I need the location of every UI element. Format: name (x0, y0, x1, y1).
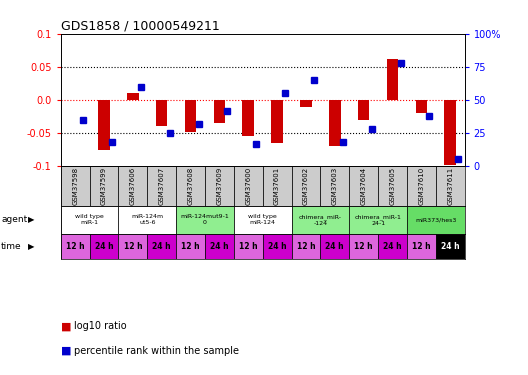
Bar (176, 166, 205, 206)
Text: percentile rank within the sample: percentile rank within the sample (74, 346, 239, 355)
Bar (118, 234, 147, 259)
Bar (291, 234, 320, 259)
Text: 12 h: 12 h (124, 242, 142, 251)
Bar (407, 206, 465, 234)
Bar (291, 206, 349, 234)
Bar (156, 100, 167, 126)
Bar (358, 100, 370, 120)
Text: time: time (1, 242, 22, 251)
Text: miR-124m
ut5-6: miR-124m ut5-6 (131, 214, 163, 225)
Bar (320, 166, 349, 206)
Text: agent: agent (1, 215, 27, 224)
Bar (262, 234, 291, 259)
Text: miR373/hes3: miR373/hes3 (415, 217, 457, 222)
Bar (349, 166, 378, 206)
Text: GSM37600: GSM37600 (245, 167, 251, 205)
Text: chimera_miR-
-124: chimera_miR- -124 (299, 214, 342, 226)
Bar (436, 234, 465, 259)
Bar (416, 100, 427, 113)
Bar (127, 93, 139, 100)
Bar (349, 234, 378, 259)
Bar (386, 59, 398, 100)
Bar (349, 206, 407, 234)
Text: GSM37606: GSM37606 (130, 167, 136, 205)
Text: miR-124mut9-1
0: miR-124mut9-1 0 (181, 214, 229, 225)
Text: GDS1858 / 10000549211: GDS1858 / 10000549211 (61, 20, 220, 33)
Text: 24 h: 24 h (441, 242, 459, 251)
Text: 12 h: 12 h (66, 242, 84, 251)
Text: GSM37601: GSM37601 (274, 167, 280, 205)
Bar (300, 100, 312, 106)
Text: 24 h: 24 h (383, 242, 402, 251)
Bar (118, 206, 176, 234)
Bar (61, 234, 90, 259)
Text: GSM37609: GSM37609 (216, 167, 222, 205)
Bar (61, 166, 90, 206)
Text: GSM37611: GSM37611 (447, 167, 453, 205)
Text: 24 h: 24 h (210, 242, 229, 251)
Bar (262, 166, 291, 206)
Bar (176, 206, 234, 234)
Text: GSM37603: GSM37603 (332, 167, 338, 205)
Text: ■: ■ (61, 321, 71, 331)
Bar (176, 234, 205, 259)
Bar (205, 166, 234, 206)
Text: 12 h: 12 h (297, 242, 315, 251)
Bar (407, 166, 436, 206)
Bar (436, 166, 465, 206)
Text: 12 h: 12 h (354, 242, 373, 251)
Text: ▶: ▶ (28, 242, 34, 251)
Text: 12 h: 12 h (239, 242, 258, 251)
Text: 12 h: 12 h (412, 242, 431, 251)
Text: ▶: ▶ (28, 215, 34, 224)
Bar (234, 166, 263, 206)
Bar (378, 166, 407, 206)
Bar (291, 166, 320, 206)
Bar (90, 234, 118, 259)
Text: GSM37607: GSM37607 (159, 167, 165, 205)
Bar (271, 100, 283, 143)
Bar (445, 100, 456, 165)
Bar (61, 206, 118, 234)
Bar (329, 100, 341, 146)
Bar (214, 100, 225, 123)
Text: GSM37602: GSM37602 (303, 167, 309, 205)
Text: chimera_miR-1
24-1: chimera_miR-1 24-1 (355, 214, 401, 226)
Bar (98, 100, 110, 150)
Bar (234, 206, 291, 234)
Text: GSM37605: GSM37605 (390, 167, 395, 205)
Text: 24 h: 24 h (153, 242, 171, 251)
Text: 24 h: 24 h (268, 242, 286, 251)
Text: GSM37599: GSM37599 (101, 167, 107, 205)
Text: 24 h: 24 h (95, 242, 114, 251)
Text: wild type
miR-124: wild type miR-124 (248, 214, 277, 225)
Bar (118, 166, 147, 206)
Bar (320, 234, 349, 259)
Bar (147, 234, 176, 259)
Bar (205, 234, 234, 259)
Bar (185, 100, 196, 132)
Bar (407, 234, 436, 259)
Bar (242, 100, 254, 136)
Bar (147, 166, 176, 206)
Text: ■: ■ (61, 346, 71, 355)
Text: log10 ratio: log10 ratio (74, 321, 127, 331)
Text: 12 h: 12 h (181, 242, 200, 251)
Text: GSM37610: GSM37610 (418, 167, 425, 205)
Text: 24 h: 24 h (325, 242, 344, 251)
Bar (234, 234, 263, 259)
Text: GSM37598: GSM37598 (72, 167, 78, 205)
Text: GSM37604: GSM37604 (361, 167, 366, 205)
Text: GSM37608: GSM37608 (187, 167, 194, 205)
Text: wild type
miR-1: wild type miR-1 (75, 214, 104, 225)
Bar (378, 234, 407, 259)
Bar (90, 166, 118, 206)
